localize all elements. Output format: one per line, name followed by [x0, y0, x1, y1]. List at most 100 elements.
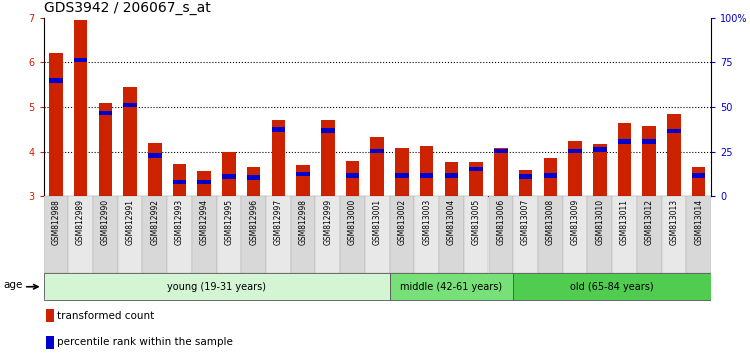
Bar: [513, 196, 538, 273]
Text: GSM813004: GSM813004: [447, 199, 456, 245]
Bar: [538, 196, 562, 273]
Text: young (19-31 years): young (19-31 years): [167, 282, 266, 292]
Bar: [172, 180, 186, 184]
Bar: [346, 173, 359, 178]
Bar: [420, 173, 434, 178]
Bar: [593, 144, 607, 196]
Bar: [266, 196, 291, 273]
Text: percentile rank within the sample: percentile rank within the sample: [57, 337, 232, 347]
Bar: [494, 148, 508, 196]
Bar: [148, 153, 161, 158]
Bar: [74, 58, 88, 62]
Text: GSM812994: GSM812994: [200, 199, 208, 245]
Bar: [370, 137, 384, 196]
Bar: [172, 164, 186, 196]
Bar: [44, 273, 389, 300]
Bar: [272, 120, 285, 196]
Bar: [68, 196, 93, 273]
Bar: [667, 114, 681, 196]
Text: GSM812998: GSM812998: [298, 199, 307, 245]
Bar: [321, 128, 334, 132]
Text: GSM813000: GSM813000: [348, 199, 357, 245]
Bar: [568, 149, 582, 153]
Text: GSM813002: GSM813002: [398, 199, 406, 245]
Bar: [247, 176, 260, 180]
Text: old (65-84 years): old (65-84 years): [570, 282, 654, 292]
Bar: [637, 196, 662, 273]
Bar: [618, 123, 632, 196]
Bar: [291, 196, 316, 273]
Bar: [612, 196, 637, 273]
Bar: [494, 149, 508, 153]
Text: GSM812996: GSM812996: [249, 199, 258, 245]
Bar: [488, 196, 513, 273]
Bar: [420, 147, 434, 196]
Bar: [118, 196, 142, 273]
Bar: [98, 111, 112, 115]
Bar: [98, 103, 112, 196]
Bar: [222, 174, 236, 179]
Text: GSM813010: GSM813010: [596, 199, 604, 245]
Bar: [395, 148, 409, 196]
Bar: [192, 196, 217, 273]
Bar: [587, 196, 612, 273]
Text: GSM812992: GSM812992: [150, 199, 159, 245]
Bar: [222, 152, 236, 196]
Text: GSM813007: GSM813007: [521, 199, 530, 245]
Bar: [445, 173, 458, 178]
Bar: [316, 196, 340, 273]
Bar: [439, 196, 464, 273]
Text: GDS3942 / 206067_s_at: GDS3942 / 206067_s_at: [44, 1, 210, 15]
Text: GSM812993: GSM812993: [175, 199, 184, 245]
Text: GSM813005: GSM813005: [472, 199, 481, 245]
Bar: [445, 162, 458, 196]
Text: GSM813009: GSM813009: [571, 199, 580, 245]
Text: GSM813013: GSM813013: [670, 199, 679, 245]
Bar: [389, 273, 513, 300]
Text: GSM812989: GSM812989: [76, 199, 85, 245]
Text: GSM813001: GSM813001: [373, 199, 382, 245]
Bar: [247, 166, 260, 196]
Bar: [618, 139, 632, 144]
Bar: [74, 20, 88, 196]
Bar: [470, 162, 483, 196]
Bar: [296, 165, 310, 196]
Bar: [167, 196, 192, 273]
Bar: [365, 196, 389, 273]
Text: GSM812991: GSM812991: [125, 199, 134, 245]
Bar: [414, 196, 439, 273]
Bar: [46, 309, 54, 322]
Bar: [296, 172, 310, 176]
Bar: [346, 161, 359, 196]
Bar: [643, 139, 656, 144]
Text: GSM813008: GSM813008: [546, 199, 555, 245]
Text: GSM813012: GSM813012: [645, 199, 654, 245]
Text: GSM813011: GSM813011: [620, 199, 629, 245]
Bar: [340, 196, 365, 273]
Bar: [123, 103, 136, 107]
Text: age: age: [4, 280, 22, 290]
Bar: [464, 196, 488, 273]
Bar: [217, 196, 242, 273]
Text: GSM813006: GSM813006: [496, 199, 506, 245]
Bar: [272, 127, 285, 132]
Bar: [197, 180, 211, 184]
Text: transformed count: transformed count: [57, 311, 154, 321]
Bar: [568, 141, 582, 196]
Bar: [321, 120, 334, 196]
Bar: [519, 170, 532, 196]
Bar: [662, 196, 686, 273]
Text: GSM812999: GSM812999: [323, 199, 332, 245]
Bar: [142, 196, 167, 273]
Bar: [49, 78, 63, 82]
Bar: [44, 196, 68, 273]
Bar: [242, 196, 266, 273]
Bar: [643, 126, 656, 196]
Bar: [562, 196, 587, 273]
Bar: [395, 173, 409, 178]
Bar: [686, 196, 711, 273]
Text: GSM813014: GSM813014: [694, 199, 703, 245]
Text: GSM813003: GSM813003: [422, 199, 431, 245]
Text: middle (42-61 years): middle (42-61 years): [400, 282, 502, 292]
Text: GSM812995: GSM812995: [224, 199, 233, 245]
